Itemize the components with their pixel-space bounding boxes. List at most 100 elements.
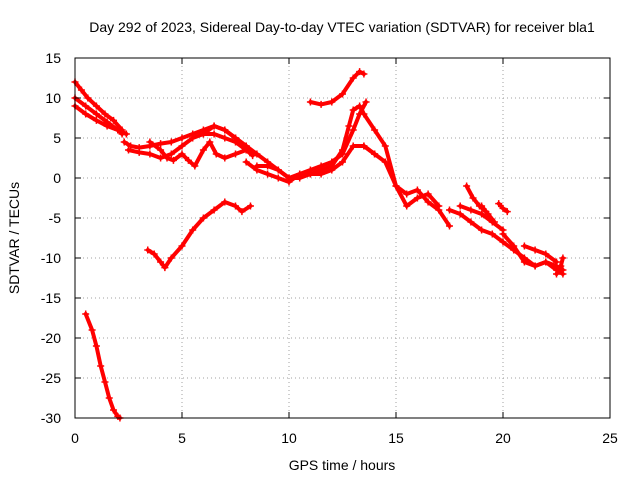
- data-point-marker: [150, 250, 158, 258]
- data-point-marker: [110, 406, 118, 414]
- data-point-marker: [167, 254, 175, 262]
- series-trace-16: [495, 200, 511, 216]
- data-point-marker: [349, 106, 357, 114]
- y-tick-label: 0: [53, 170, 61, 186]
- data-point-marker: [446, 222, 453, 230]
- data-point-marker: [520, 242, 528, 250]
- series-trace: [254, 104, 452, 228]
- y-tick-label: 5: [53, 130, 61, 146]
- data-point-marker: [349, 126, 357, 134]
- data-point-marker: [360, 70, 368, 78]
- data-point-marker: [101, 110, 109, 118]
- data-point-marker: [221, 198, 229, 206]
- data-point-marker: [349, 142, 357, 150]
- data-point-marker: [221, 134, 229, 142]
- data-point-marker: [146, 150, 154, 158]
- series-trace-17: [499, 230, 567, 274]
- data-point-marker: [221, 126, 229, 134]
- data-point-marker: [253, 150, 261, 158]
- data-point-marker: [345, 122, 353, 130]
- data-point-marker: [169, 156, 177, 164]
- data-point-marker: [349, 74, 357, 82]
- data-point-marker: [167, 150, 175, 158]
- data-point-marker: [92, 102, 100, 110]
- data-point-marker: [157, 146, 165, 154]
- grid: [75, 58, 610, 418]
- data-point-marker: [306, 98, 314, 106]
- data-point-marker: [178, 150, 186, 158]
- data-point-marker: [101, 378, 109, 386]
- data-point-marker: [157, 140, 165, 148]
- data-point-marker: [557, 262, 565, 270]
- data-point-marker: [157, 154, 165, 162]
- data-point-marker: [542, 250, 550, 258]
- x-tick-label: 0: [71, 430, 79, 446]
- data-point-marker: [413, 194, 421, 202]
- data-point-marker: [482, 208, 490, 216]
- plot-frame: [74, 57, 611, 419]
- data-point-marker: [463, 182, 471, 190]
- series-trace-4: [120, 122, 250, 152]
- data-point-marker: [210, 122, 218, 130]
- data-point-marker: [559, 254, 567, 262]
- series-trace: [464, 184, 488, 214]
- data-point-marker: [446, 206, 453, 214]
- data-point-marker: [499, 238, 507, 246]
- data-point-marker: [84, 94, 92, 102]
- data-point-marker: [210, 130, 218, 138]
- data-point-marker: [114, 126, 122, 134]
- data-point-marker: [232, 134, 239, 142]
- y-tick-label: -30: [41, 410, 61, 426]
- data-point-marker: [97, 362, 105, 370]
- series-trace-21: [82, 310, 124, 422]
- series-trace-11: [306, 68, 368, 108]
- data-point-marker: [503, 208, 511, 216]
- series-trace-1: [71, 78, 126, 134]
- data-point-marker: [127, 142, 135, 150]
- data-point-marker: [424, 190, 432, 198]
- data-point-marker: [371, 150, 379, 158]
- data-point-marker: [475, 202, 483, 210]
- data-point-marker: [238, 208, 246, 216]
- x-tick-label: 15: [388, 430, 404, 446]
- data-point-marker: [246, 202, 254, 210]
- data-point-marker: [478, 226, 486, 234]
- x-axis-label: GPS time / hours: [289, 457, 396, 473]
- series-trace-9: [253, 102, 453, 230]
- data-point-marker: [371, 126, 379, 134]
- data-point-marker: [77, 86, 85, 94]
- data-point-marker: [122, 130, 130, 138]
- data-point-marker: [392, 182, 400, 190]
- data-point-marker: [317, 100, 325, 108]
- series-trace-18: [520, 242, 560, 266]
- data-point-marker: [92, 342, 100, 350]
- data-point-marker: [144, 246, 152, 254]
- data-point-marker: [403, 202, 411, 210]
- data-point-marker: [82, 110, 90, 118]
- y-tick-label: 10: [45, 90, 61, 106]
- y-tick-label: -15: [41, 290, 61, 306]
- y-tick-label: -25: [41, 370, 61, 386]
- data-point-marker: [553, 258, 560, 266]
- data-point-marker: [542, 258, 550, 266]
- data-point-marker: [105, 394, 113, 402]
- data-point-marker: [199, 130, 207, 138]
- series-trace-20: [144, 198, 254, 272]
- data-point-marker: [490, 218, 498, 226]
- data-point-marker: [178, 134, 186, 142]
- data-point-marker: [232, 150, 239, 158]
- axis-ticks: 0 5 10 15 20 25 -30 -25 -20 -15 -10 -5 0 5 10 15: [41, 50, 618, 446]
- data-point-marker: [360, 110, 368, 118]
- data-point-marker: [163, 154, 171, 162]
- data-point-marker: [110, 116, 118, 124]
- data-point-marker: [328, 98, 336, 106]
- data-point-marker: [520, 258, 528, 266]
- data-point-marker: [199, 214, 207, 222]
- data-point-marker: [356, 102, 364, 110]
- y-tick-label: -5: [49, 210, 62, 226]
- series-trace-19: [553, 254, 567, 278]
- data-point-marker: [339, 146, 346, 154]
- data-point-marker: [456, 210, 464, 218]
- data-point-marker: [339, 90, 346, 98]
- data-point-marker: [167, 138, 175, 146]
